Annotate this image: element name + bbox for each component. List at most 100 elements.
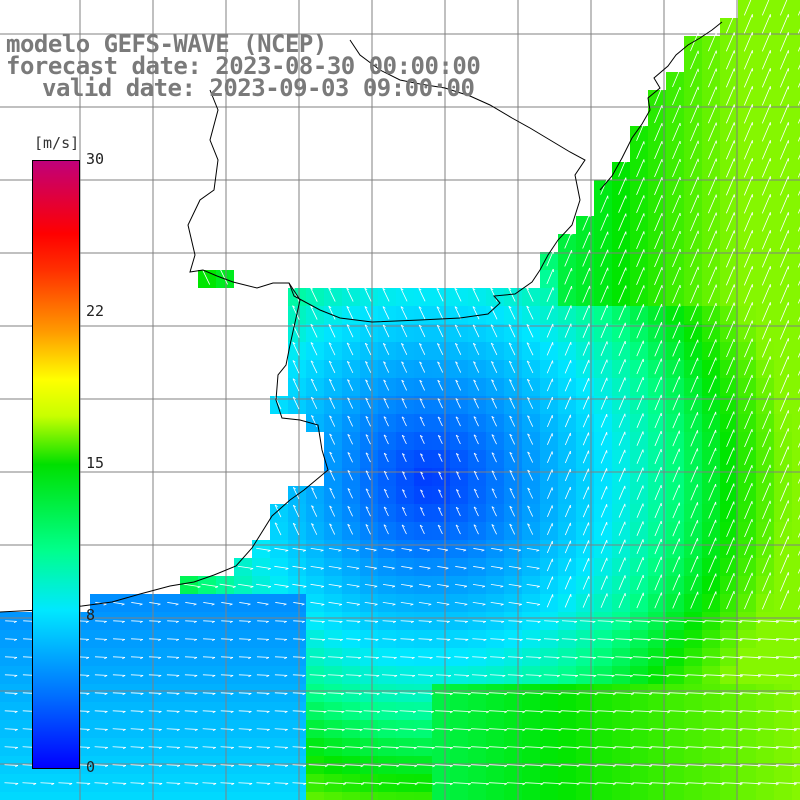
wind-arrow-head [473, 524, 477, 527]
wind-arrow [726, 447, 735, 465]
wind-arrow-head [383, 524, 387, 527]
wind-arrow [779, 284, 789, 304]
wind-arrow [761, 302, 771, 322]
wind-arrow [436, 638, 451, 640]
wind-arrow [308, 746, 328, 749]
wind-arrow [708, 266, 717, 286]
wind-speed-cell [792, 162, 800, 180]
wind-arrow-head [338, 549, 342, 552]
wind-arrow [743, 86, 753, 106]
wind-arrow [166, 656, 180, 658]
wind-arrow [95, 638, 107, 640]
wind-arrow [725, 194, 735, 214]
wind-arrow [130, 728, 144, 730]
wind-arrow [491, 452, 497, 463]
wind-arrow [455, 434, 461, 445]
wind-arrow [654, 502, 662, 519]
wind-arrow-head [702, 639, 706, 642]
wind-arrow-head [248, 729, 252, 732]
wind-arrow [472, 324, 480, 338]
wind-arrow-head [592, 639, 596, 642]
wind-arrow [582, 285, 591, 303]
wind-arrow-head [365, 416, 369, 419]
wind-arrow [668, 728, 689, 731]
wind-arrow [381, 728, 399, 730]
wind-arrow-head [284, 657, 288, 660]
wind-arrow-head [157, 603, 161, 606]
wind-arrow [454, 288, 462, 302]
wind-arrow [148, 674, 162, 676]
wind-arrow-head [793, 729, 797, 732]
wind-arrow-head [648, 693, 653, 696]
wind-arrow-head [267, 765, 271, 768]
wind-arrow [761, 50, 771, 70]
wind-arrow-head [194, 729, 198, 732]
wind-arrow [525, 656, 542, 658]
wind-arrow [509, 523, 516, 535]
wind-arrow [472, 287, 480, 302]
wind-arrow-head [720, 621, 724, 624]
wind-arrow-head [501, 621, 505, 624]
wind-arrow [618, 195, 627, 213]
wind-arrow [758, 692, 779, 695]
wind-arrow [564, 231, 572, 249]
wind-arrow-head [509, 470, 513, 473]
wind-speed-cell [252, 792, 270, 800]
wind-arrow [725, 212, 735, 232]
wind-arrow-head [329, 397, 333, 400]
wind-arrow-head [283, 621, 287, 624]
wind-arrow [744, 572, 753, 592]
wind-arrow [131, 602, 143, 605]
wind-arrow-head [517, 549, 521, 552]
wind-arrow-head [140, 657, 144, 660]
wind-arrow-head [409, 549, 413, 552]
wind-arrow-head [212, 657, 216, 660]
wind-arrow-head [357, 639, 361, 642]
wind-arrow [582, 341, 590, 356]
wind-arrow [490, 583, 504, 587]
wind-arrow [654, 322, 662, 339]
wind-arrow-head [739, 675, 743, 678]
wind-arrow [704, 674, 725, 677]
wind-arrow [455, 379, 462, 391]
wind-arrow [382, 306, 390, 320]
wind-arrow [708, 50, 717, 70]
wind-arrow [401, 361, 408, 373]
wind-arrow-head [103, 621, 107, 624]
wind-arrow-head [392, 603, 396, 606]
wind-arrow [654, 520, 662, 537]
wind-arrow [418, 343, 426, 355]
wind-arrow [419, 507, 425, 516]
wind-arrow-head [558, 747, 562, 750]
wind-arrow [542, 782, 562, 785]
wind-arrow [454, 620, 468, 622]
wind-arrow [149, 620, 161, 622]
wind-arrow [508, 620, 523, 622]
wind-arrow [526, 638, 541, 640]
wind-arrow [455, 507, 461, 517]
wind-arrow-head [486, 693, 490, 696]
wind-arrow [740, 620, 761, 623]
wind-arrow [726, 357, 735, 376]
wind-arrow-head [249, 783, 253, 786]
wind-arrow [672, 412, 680, 429]
wind-arrow [4, 656, 18, 658]
wind-arrow [347, 523, 354, 535]
wind-arrow-head [739, 711, 743, 714]
wind-arrow [726, 519, 735, 537]
wind-arrow [346, 324, 354, 338]
wind-arrow [380, 764, 400, 767]
wind-arrow [220, 764, 234, 766]
wind-arrow [526, 305, 534, 320]
wind-arrow [779, 554, 789, 574]
wind-arrow-head [419, 379, 423, 383]
wind-arrow [708, 302, 717, 322]
wind-speed-cell [288, 792, 306, 800]
wind-arrow [722, 728, 743, 731]
wind-arrow-head [576, 729, 580, 732]
wind-arrow-head [285, 765, 289, 768]
wind-arrow-head [283, 603, 287, 606]
wind-arrow [490, 342, 498, 356]
wind-arrow [761, 104, 771, 124]
wind-arrow-head [324, 747, 328, 750]
